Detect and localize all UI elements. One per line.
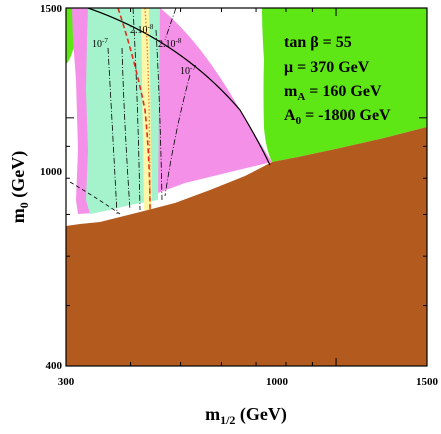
y-ticks bbox=[66, 7, 427, 367]
y-tick-label-1000: 1000 bbox=[40, 166, 63, 178]
x-ticks bbox=[65, 8, 428, 366]
contour-layer bbox=[69, 8, 271, 215]
region-layer bbox=[66, 8, 427, 366]
red-dashed-curve bbox=[117, 8, 151, 211]
x-tick-label-1000: 1000 bbox=[266, 376, 289, 388]
plot-frame bbox=[65, 7, 428, 367]
contour-label-2: 2.10-8 bbox=[130, 23, 154, 36]
param-mA: mA = 160 GeV bbox=[284, 83, 382, 103]
x-axis-title: m1/2 (GeV) bbox=[205, 404, 287, 427]
contour-label-1: 10-7 bbox=[92, 37, 108, 50]
dashdot-contour-4 bbox=[155, 29, 163, 201]
light-green-band bbox=[86, 8, 160, 214]
solid-boundary-curve bbox=[87, 8, 271, 166]
dashdot-contour-6 bbox=[164, 8, 177, 41]
axes-frame bbox=[65, 7, 428, 367]
dashdot-contour-1 bbox=[107, 47, 118, 215]
x-tick-label-1500: 1500 bbox=[416, 376, 439, 388]
x-tick-label-300: 300 bbox=[58, 376, 75, 388]
param-A0: A0 = -1800 GeV bbox=[284, 107, 391, 127]
param-mu: μ = 370 GeV bbox=[284, 59, 370, 76]
param-tanbeta: tan β = 55 bbox=[284, 34, 352, 51]
y-axis-title: m0 (GeV) bbox=[8, 151, 31, 223]
y-tick-label-400: 400 bbox=[46, 360, 63, 372]
contour-label-4: 10-7 bbox=[180, 64, 196, 77]
green-region bbox=[262, 8, 427, 162]
dashdot-contour-3 bbox=[132, 8, 141, 211]
y-tick-label-1500: 1500 bbox=[40, 3, 63, 15]
contour-label-3: 2.10-8 bbox=[158, 37, 182, 50]
excluded-region bbox=[66, 127, 427, 366]
dashdot-contour-5 bbox=[164, 74, 191, 197]
orange-dotted-curve bbox=[144, 8, 151, 211]
